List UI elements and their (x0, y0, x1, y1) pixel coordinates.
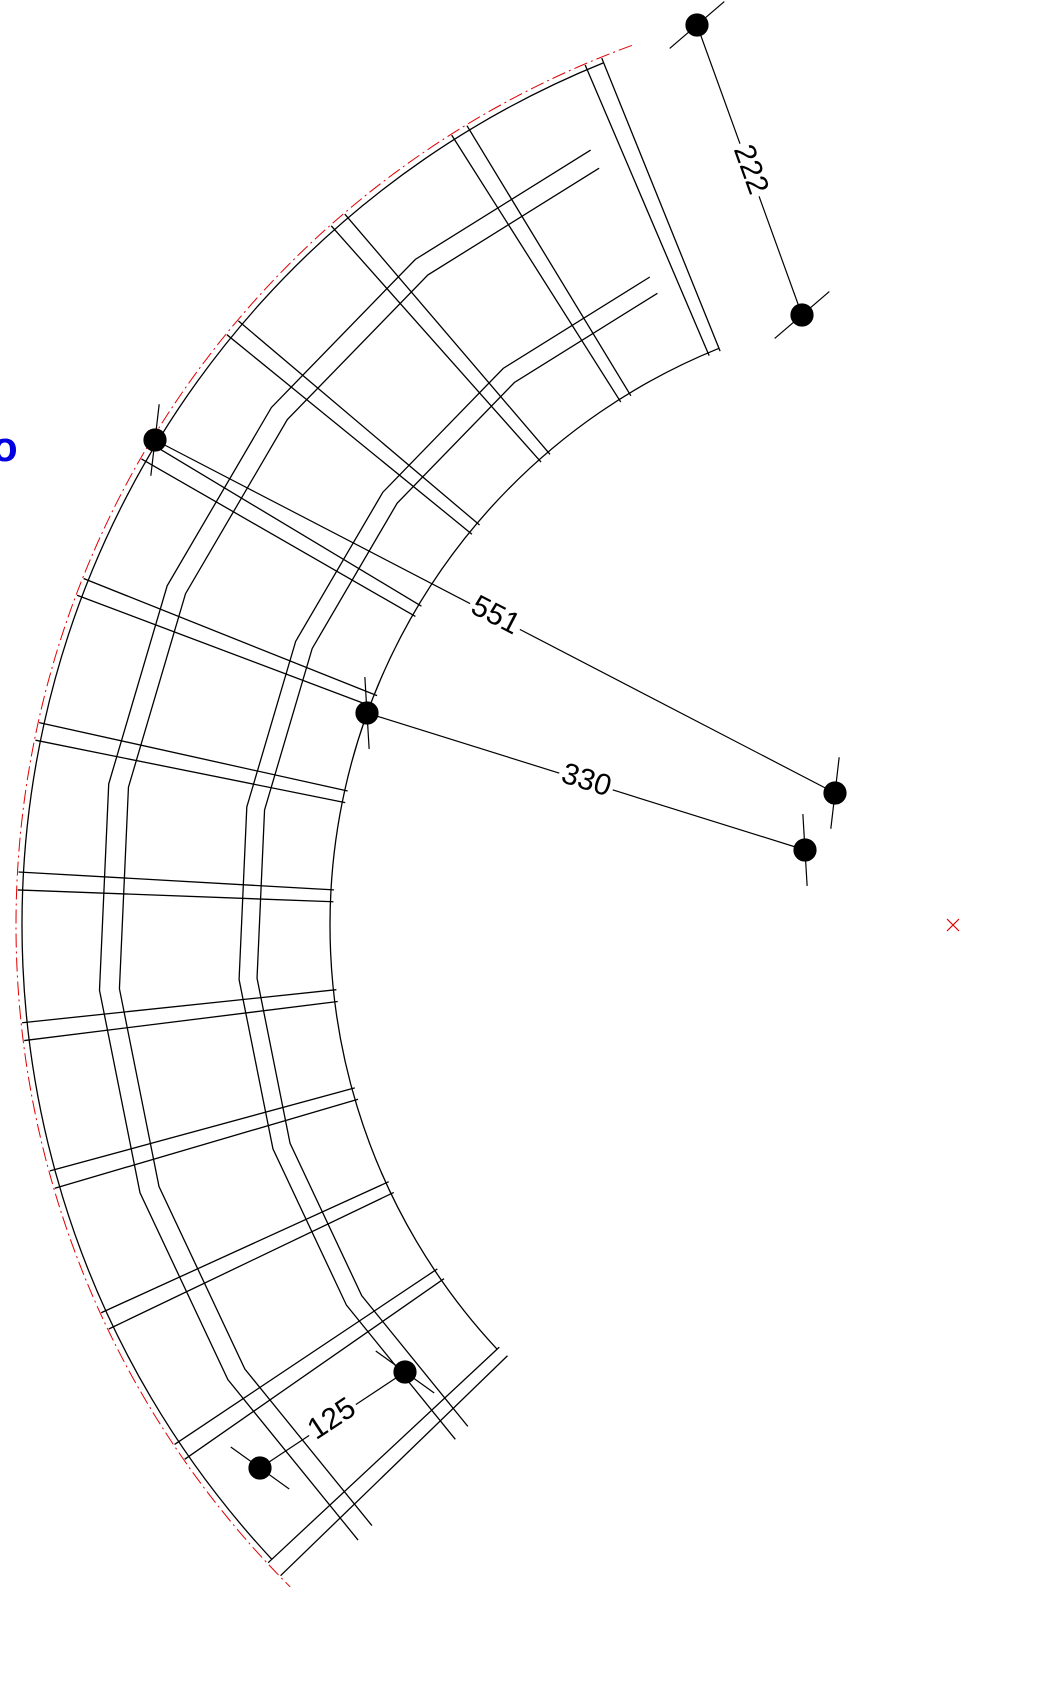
tread-edge (268, 1347, 499, 1563)
tread-edge (281, 1356, 508, 1576)
dimension-dot (144, 429, 166, 451)
dimension-dot (686, 14, 708, 36)
tread-edge (84, 579, 378, 696)
tread-edge (452, 135, 621, 402)
tread-edge (227, 335, 472, 535)
outer-edge (22, 63, 604, 1560)
tread-edge (467, 126, 631, 396)
dimension-dot (394, 1361, 416, 1383)
dimension-label: 330 (558, 757, 616, 803)
stair-geometry (16, 45, 720, 1586)
tread-edge (18, 890, 334, 902)
stringer (119, 168, 599, 1525)
tread-edge (141, 459, 415, 617)
tread-edge (602, 58, 720, 351)
cut-label: o (0, 423, 18, 470)
tread-edge (345, 214, 550, 454)
tread-edge (35, 740, 345, 802)
dimension-dot (824, 782, 846, 804)
tread-edge (19, 872, 334, 890)
dimension-dot (356, 702, 378, 724)
tread-edge (109, 1192, 394, 1329)
dimension-dot (794, 839, 816, 861)
stair-drawing: o 222551330125 (0, 0, 1045, 1704)
dimension-dot (791, 304, 813, 326)
tread-edge (22, 990, 336, 1023)
stringer (99, 150, 590, 1540)
inner-edge (330, 348, 719, 1349)
dimension-label: 222 (727, 140, 775, 198)
dimension-label: 125 (302, 1391, 362, 1446)
tread-edge (55, 1099, 358, 1188)
stringer (239, 277, 650, 1439)
center-mark (947, 919, 959, 931)
tread-edge (24, 1002, 338, 1041)
page: o 222551330125 (() => { const data = JSO… (0, 0, 1045, 1704)
cut-line (16, 45, 632, 1586)
tread-edge (39, 723, 348, 791)
tread-edge (77, 595, 373, 706)
stringer (257, 293, 657, 1426)
dimension-dot (249, 1457, 271, 1479)
tread-edge (585, 65, 709, 356)
tread-edge (151, 443, 422, 606)
tread-edge (50, 1088, 355, 1171)
